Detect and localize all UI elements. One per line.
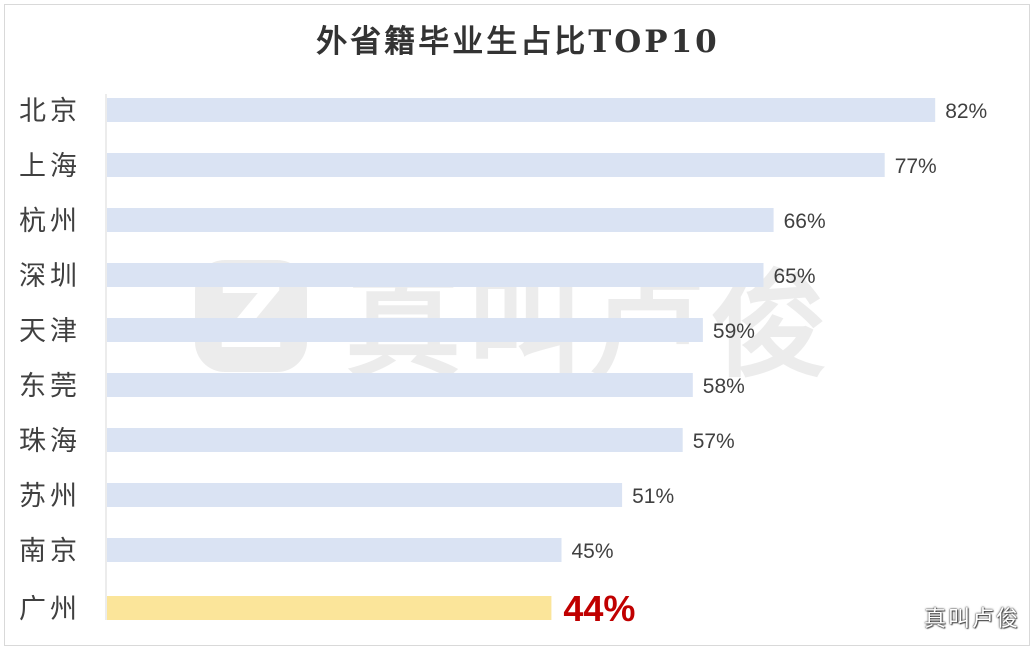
category-label: 南京 xyxy=(19,536,81,567)
category-label: 深圳 xyxy=(19,261,81,292)
corner-watermark: 真叫卢俊 xyxy=(923,607,1020,632)
category-label: 广州 xyxy=(19,594,81,625)
category-label: 上海 xyxy=(19,151,81,182)
value-label: 77% xyxy=(895,155,937,178)
category-label: 天津 xyxy=(19,316,81,347)
value-label: 82% xyxy=(945,100,987,123)
bar xyxy=(107,373,693,397)
bar xyxy=(107,428,683,452)
bar xyxy=(107,483,623,507)
bar xyxy=(107,208,774,232)
value-label: 51% xyxy=(632,485,674,508)
category-label: 北京 xyxy=(19,96,81,127)
bar xyxy=(107,318,703,342)
bar xyxy=(107,538,562,562)
value-label: 65% xyxy=(774,265,816,288)
bar xyxy=(107,98,936,122)
value-label: 66% xyxy=(784,210,826,233)
category-label: 苏州 xyxy=(19,481,81,512)
value-label: 45% xyxy=(572,540,614,563)
value-label: 57% xyxy=(693,430,735,453)
category-label: 杭州 xyxy=(19,206,81,237)
chart-title: 外省籍毕业生占比TOP10 xyxy=(316,24,720,60)
value-label: 58% xyxy=(703,375,745,398)
category-label: 珠海 xyxy=(19,426,81,457)
bar xyxy=(107,153,885,177)
value-label: 44% xyxy=(563,588,635,629)
bar xyxy=(107,263,764,287)
bar-highlight xyxy=(107,596,552,620)
value-label: 59% xyxy=(713,320,755,343)
category-label: 东莞 xyxy=(19,371,81,402)
